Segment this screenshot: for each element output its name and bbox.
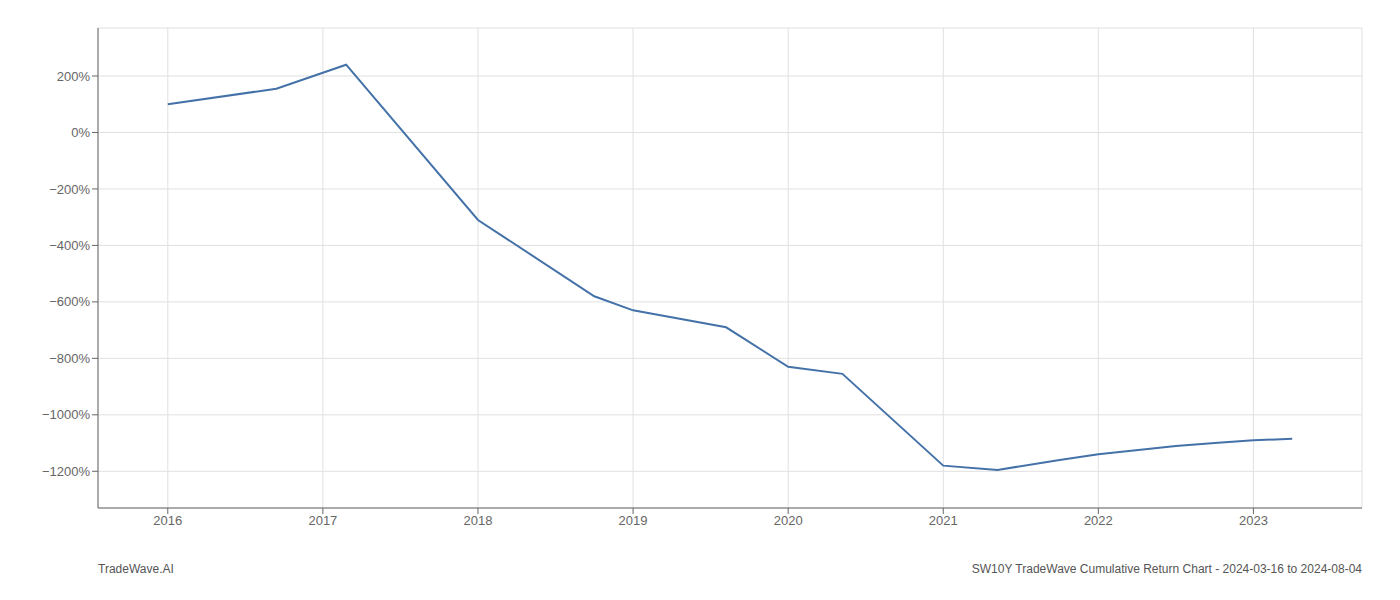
svg-text:−1000%: −1000% [42,407,91,422]
svg-text:200%: 200% [57,69,91,84]
svg-text:−400%: −400% [49,238,90,253]
svg-text:2016: 2016 [153,513,182,528]
svg-text:2021: 2021 [929,513,958,528]
svg-text:2019: 2019 [619,513,648,528]
svg-text:−600%: −600% [49,294,90,309]
html-text:TradeWave.AI: TradeWave.AI [98,562,174,576]
html-text:SW10Y TradeWave Cumulative Ret: SW10Y TradeWave Cumulative Return Chart … [971,562,1362,576]
svg-text:2018: 2018 [464,513,493,528]
svg-text:2023: 2023 [1239,513,1268,528]
svg-text:−1200%: −1200% [42,464,91,479]
svg-text:0%: 0% [71,125,90,140]
svg-text:2020: 2020 [774,513,803,528]
svg-text:2017: 2017 [308,513,337,528]
svg-text:2022: 2022 [1084,513,1113,528]
svg-text:−800%: −800% [49,351,90,366]
svg-text:−200%: −200% [49,182,90,197]
